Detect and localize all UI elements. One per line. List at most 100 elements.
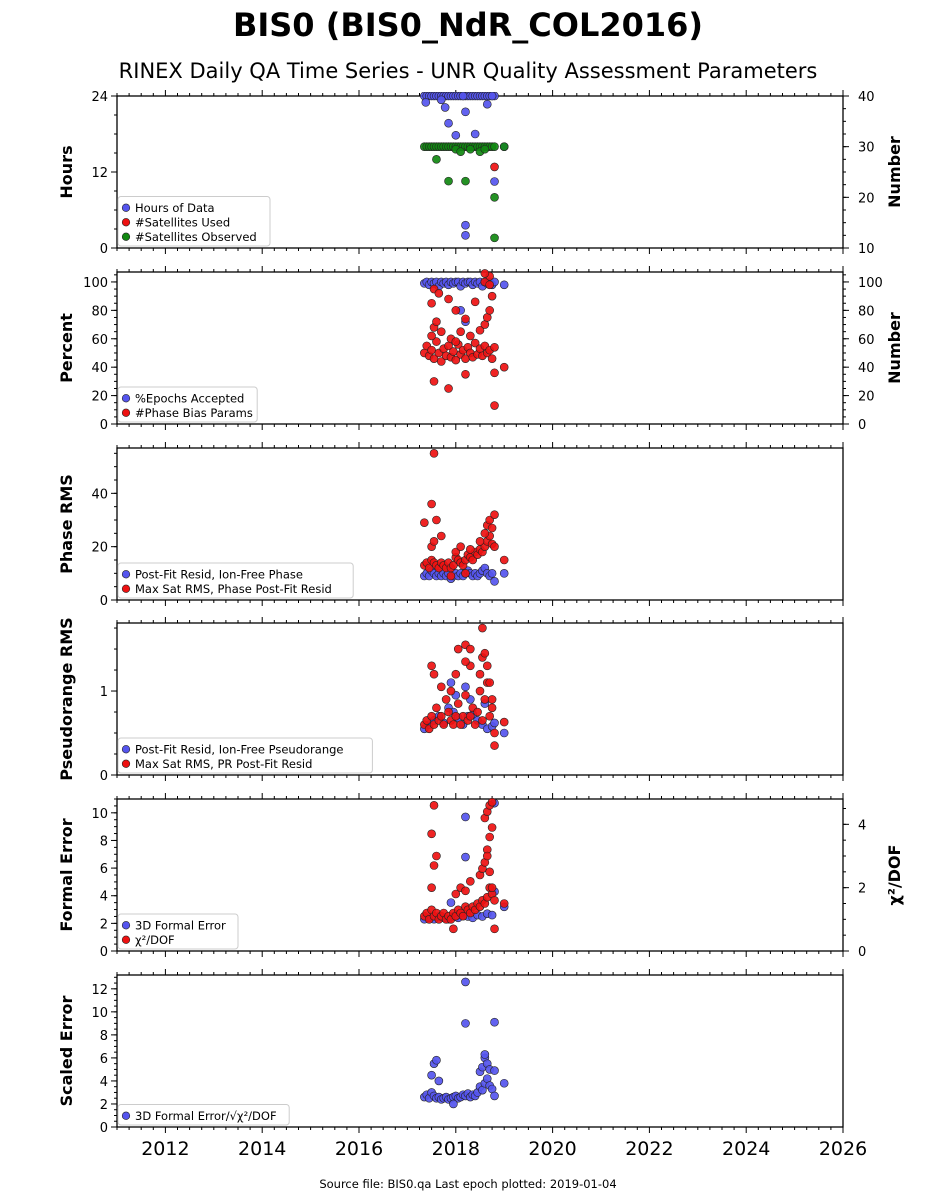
- x-tick-label: 2012: [141, 1138, 189, 1160]
- data-point: [453, 699, 463, 708]
- y-tick-label: 80: [91, 304, 108, 319]
- data-point: [461, 690, 470, 700]
- data-point: [461, 231, 470, 240]
- legend: %Epochs Accepted#Phase Bias Params: [117, 386, 258, 423]
- data-point: [427, 1070, 436, 1080]
- y2-tick-label: 2: [858, 882, 866, 897]
- data-point: [490, 728, 499, 738]
- data-point: [499, 1078, 509, 1088]
- data-point: [427, 883, 436, 892]
- data-point: [487, 883, 497, 892]
- series-points: [420, 269, 509, 410]
- legend-label: #Satellites Observed: [135, 230, 257, 244]
- legend-marker: [121, 570, 131, 579]
- data-point: [490, 1066, 499, 1075]
- data-point: [429, 669, 439, 679]
- y2-tick-label: 100: [858, 276, 883, 291]
- y-tick-label: 10: [91, 807, 108, 822]
- data-point: [490, 193, 499, 202]
- legend-box: [117, 737, 373, 774]
- data-point: [446, 678, 456, 687]
- y2-tick-label: 40: [858, 90, 875, 105]
- footer-source-text: Source file: BIS0.qa Last epoch plotted:…: [319, 1177, 616, 1191]
- data-point: [482, 851, 492, 861]
- legend: 3D Formal Error/√χ²/DOF: [117, 1104, 290, 1126]
- data-point: [475, 669, 485, 679]
- y2-tick-label: 0: [858, 418, 866, 433]
- legend-marker: [121, 921, 131, 930]
- data-point: [475, 686, 485, 696]
- series-points: [420, 977, 509, 1109]
- data-point: [485, 832, 494, 842]
- data-point: [451, 130, 461, 140]
- y-tick-label: 12: [91, 983, 108, 998]
- data-point: [475, 537, 485, 546]
- legend-marker: [121, 408, 131, 417]
- y-tick-label: 12: [91, 166, 108, 181]
- legend-marker: [121, 218, 131, 227]
- y-tick-label: 2: [100, 1098, 108, 1113]
- data-point: [480, 144, 490, 154]
- legend-label: #Phase Bias Params: [135, 406, 253, 420]
- data-point: [490, 368, 499, 378]
- legend-marker: [121, 745, 131, 754]
- data-point: [436, 357, 446, 366]
- legend: Hours of Data#Satellites Used#Satellites…: [117, 196, 271, 247]
- data-point: [449, 720, 458, 729]
- legend-marker: [121, 584, 131, 593]
- data-point: [449, 347, 458, 356]
- data-point: [458, 911, 468, 921]
- y2-axis-label: χ²/DOF: [885, 845, 904, 906]
- y2-tick-label: 20: [858, 191, 875, 206]
- data-point: [449, 924, 458, 934]
- series-points: [420, 92, 509, 243]
- y-axis-label: Hours: [57, 145, 76, 198]
- data-point: [490, 177, 499, 186]
- chart-title: BIS0 (BIS0_NdR_COL2016): [233, 6, 703, 44]
- y-tick-label: 20: [91, 390, 108, 405]
- data-point: [490, 142, 499, 151]
- y-tick-label: 6: [100, 862, 108, 877]
- legend-label: %Epochs Accepted: [135, 391, 244, 405]
- data-point: [466, 877, 475, 886]
- data-point: [456, 720, 465, 729]
- data-point: [432, 703, 441, 713]
- legend-label: χ²/DOF: [135, 933, 175, 947]
- data-point: [461, 369, 470, 379]
- y-tick-label: 0: [100, 945, 108, 960]
- data-point: [427, 331, 436, 341]
- y2-tick-label: 4: [858, 818, 866, 833]
- data-point: [432, 1055, 441, 1065]
- data-point: [436, 531, 446, 541]
- legend-label: Hours of Data: [135, 201, 215, 215]
- data-point: [429, 861, 439, 870]
- y-axis-label: Pseudorange RMS: [57, 617, 76, 780]
- legend-box: [117, 1104, 290, 1126]
- data-point: [429, 537, 439, 546]
- data-point: [432, 337, 441, 346]
- data-point: [487, 523, 497, 533]
- y-tick-label: 10: [91, 1006, 108, 1021]
- data-point: [461, 220, 470, 230]
- y-tick-label: 0: [100, 1121, 108, 1136]
- legend-label: #Satellites Used: [135, 215, 230, 229]
- data-point: [487, 695, 497, 704]
- data-point: [466, 545, 475, 554]
- y-tick-label: 24: [91, 90, 108, 105]
- legend-label: Max Sat RMS, PR Post-Fit Resid: [135, 757, 312, 771]
- data-point: [490, 577, 499, 586]
- legend-label: Post-Fit Resid, Ion-Free Pseudorange: [135, 742, 343, 756]
- data-point: [436, 711, 446, 721]
- y-tick-label: 0: [100, 594, 108, 609]
- y-tick-label: 1: [100, 685, 108, 700]
- y-tick-label: 0: [100, 418, 108, 433]
- data-point: [436, 682, 446, 692]
- data-point: [499, 569, 509, 578]
- data-point: [427, 711, 436, 721]
- data-point: [421, 98, 431, 107]
- y-tick-label: 2: [100, 917, 108, 932]
- y-axis-label: Phase RMS: [57, 474, 76, 574]
- data-point: [451, 889, 461, 899]
